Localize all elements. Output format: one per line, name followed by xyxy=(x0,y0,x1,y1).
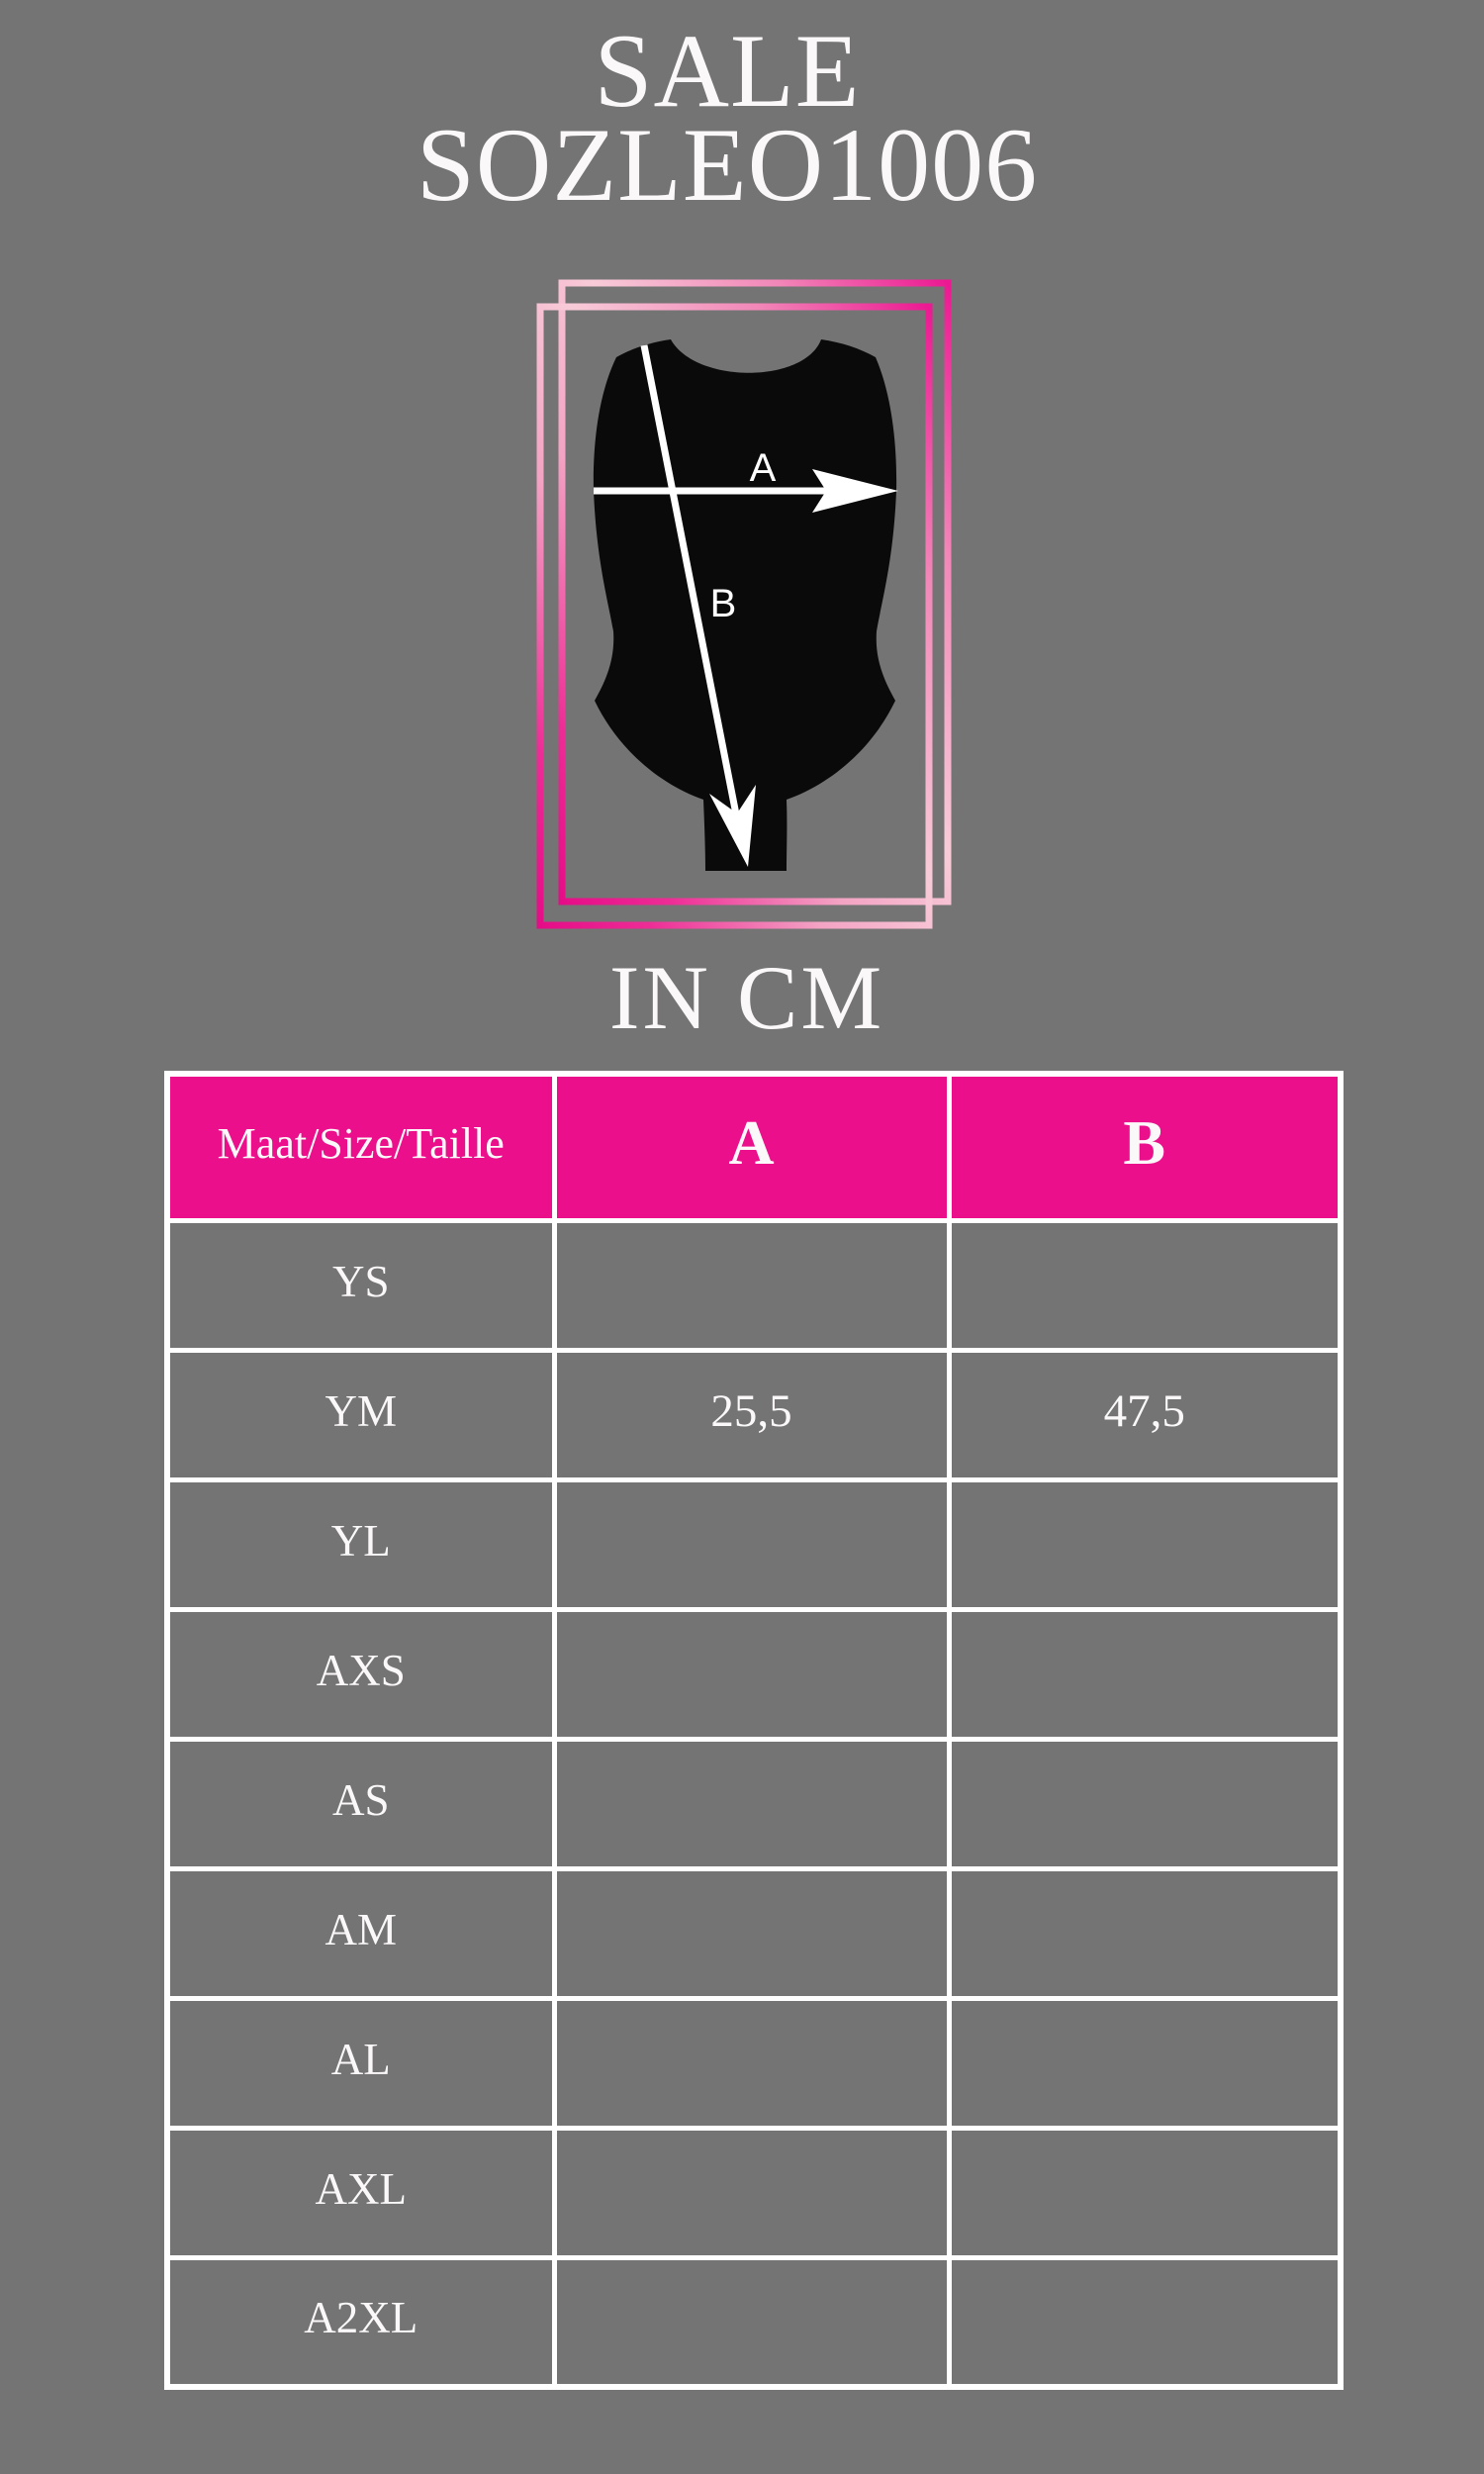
pink-frame-inner xyxy=(536,303,933,929)
size-cell: A2XL xyxy=(164,2254,557,2390)
size-cell: AS xyxy=(164,1736,557,1871)
pink-frame-outer xyxy=(558,279,952,905)
page-title: SALE SOZLEO1006 xyxy=(0,13,1454,224)
size-table-row: AXL xyxy=(164,2125,1344,2260)
size-table: Maat/Size/Taille A B YS YM 25,5 47,5 YL … xyxy=(164,1071,1344,2390)
arrow-a-label: A xyxy=(750,446,777,490)
measure-b-cell xyxy=(946,1217,1344,1353)
measure-a-cell xyxy=(551,1217,952,1353)
measure-a-cell xyxy=(551,2125,952,2260)
size-cell: YS xyxy=(164,1217,557,1353)
measure-b-cell xyxy=(946,1995,1344,2131)
width-arrow-a xyxy=(594,469,898,513)
measure-b-cell xyxy=(946,1476,1344,1612)
size-cell: AXS xyxy=(164,1606,557,1742)
length-arrow-b xyxy=(640,344,756,867)
measure-b-cell xyxy=(946,2254,1344,2390)
leotard-measurement-diagram: A B xyxy=(536,279,952,929)
measure-a-cell xyxy=(551,2254,952,2390)
size-table-row: AL xyxy=(164,1995,1344,2131)
measure-b-cell xyxy=(946,1736,1344,1871)
size-cell: AM xyxy=(164,1865,557,2001)
size-cell: AXL xyxy=(164,2125,557,2260)
measure-a-cell xyxy=(551,1865,952,2001)
measure-a-cell xyxy=(551,1606,952,1742)
measure-a-cell xyxy=(551,1736,952,1871)
size-table-header-row: Maat/Size/Taille A B xyxy=(164,1071,1344,1223)
measure-b-cell xyxy=(946,2125,1344,2260)
size-table-row: YL xyxy=(164,1476,1344,1612)
title-product-code: SOZLEO1006 xyxy=(416,107,1039,224)
measure-b-cell xyxy=(946,1865,1344,2001)
measure-b-cell: 47,5 xyxy=(946,1347,1344,1482)
header-size-label: Maat/Size/Taille xyxy=(164,1071,557,1223)
header-measure-a: A xyxy=(551,1071,952,1223)
measure-a-cell: 25,5 xyxy=(551,1347,952,1482)
size-cell: AL xyxy=(164,1995,557,2131)
measure-a-cell xyxy=(551,1995,952,2131)
size-cell: YL xyxy=(164,1476,557,1612)
title-sale: SALE xyxy=(594,13,861,129)
size-table-row: A2XL xyxy=(164,2254,1344,2390)
arrow-b-label: B xyxy=(710,582,737,625)
size-table-row: AXS xyxy=(164,1606,1344,1742)
size-table-row: YS xyxy=(164,1217,1344,1353)
size-table-body: YS YM 25,5 47,5 YL AXS AS AM AL AXL xyxy=(164,1217,1344,2390)
size-table-row: AM xyxy=(164,1865,1344,2001)
size-table-row: YM 25,5 47,5 xyxy=(164,1347,1344,1482)
size-cell: YM xyxy=(164,1347,557,1482)
leotard-silhouette xyxy=(593,339,897,871)
measure-a-cell xyxy=(551,1476,952,1612)
unit-heading: IN CM xyxy=(608,947,885,1048)
measure-b-cell xyxy=(946,1606,1344,1742)
header-measure-b: B xyxy=(946,1071,1344,1223)
size-table-row: AS xyxy=(164,1736,1344,1871)
